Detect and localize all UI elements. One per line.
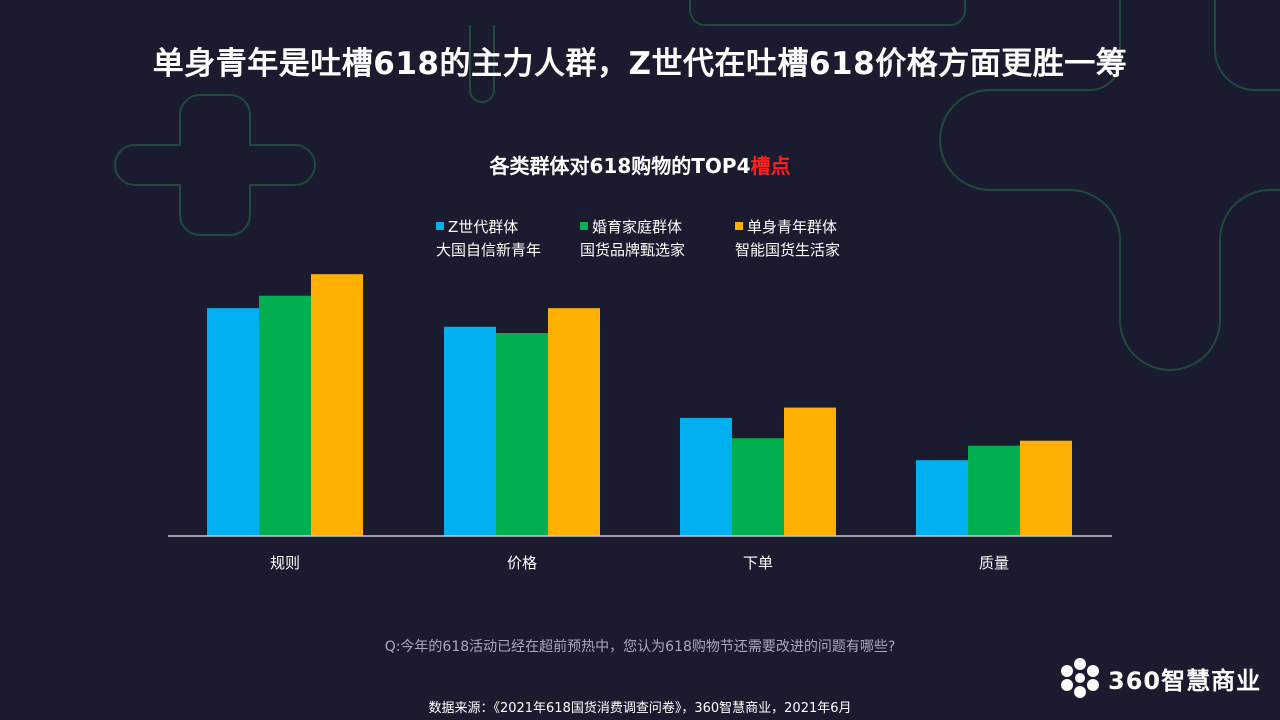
plus-shape-stem — [469, 25, 495, 103]
plus-shape-right — [938, 0, 1280, 371]
x-tick-label: 质量 — [979, 554, 1009, 572]
chart-title-main: 各类群体对618购物的TOP4 — [489, 154, 751, 178]
legend-swatch — [735, 222, 743, 230]
chart-title: 各类群体对618购物的TOP4槽点 — [0, 150, 1280, 179]
legend-item-z-generation: Z世代群体 大国自信新青年 — [436, 216, 541, 262]
bar-3-series-1 — [680, 417, 732, 536]
bar-4-series-2 — [968, 445, 1020, 536]
bar-1-series-1 — [207, 308, 259, 536]
bar-4-series-3 — [1020, 440, 1072, 536]
legend-swatch — [580, 222, 588, 230]
legend-swatch — [436, 222, 444, 230]
bar-2-series-1 — [444, 326, 496, 536]
x-tick-label: 规则 — [270, 554, 300, 572]
legend-sublabel: 智能国货生活家 — [735, 241, 841, 259]
bar-1-series-2 — [259, 295, 311, 536]
bar-3-series-2 — [732, 438, 784, 536]
data-source: 数据来源：《2021年618国货消费调查问卷》，360智慧商业，2021年6月 — [428, 701, 852, 716]
x-tick-label: 下单 — [743, 554, 773, 572]
bar-1-series-3 — [311, 274, 363, 536]
chart-title-accent: 槽点 — [750, 154, 791, 178]
bar-4-series-1 — [916, 460, 968, 536]
legend-sublabel: 国货品牌甄选家 — [580, 241, 686, 259]
headline: 单身青年是吐槽618的主力人群，Z世代在吐槽618价格方面更胜一筹 — [152, 46, 1128, 82]
legend-item-single: 单身青年群体 智能国货生活家 — [735, 216, 840, 262]
x-tick-label: 价格 — [507, 554, 537, 572]
legend-item-family: 婚育家庭群体 国货品牌甄选家 — [580, 216, 685, 262]
plus-shape-left — [114, 94, 316, 236]
legend-sublabel: 大国自信新青年 — [436, 241, 542, 259]
bar-2-series-3 — [548, 308, 600, 536]
plus-shape-top — [689, 0, 966, 26]
bar-3-series-3 — [784, 407, 836, 536]
plus-shape-right-top — [1214, 0, 1280, 91]
brand-logo: 360智慧商业 — [1058, 656, 1261, 700]
survey-question: Q:今年的618活动已经在超前预热中，您认为618购物节还需要改进的问题有哪些? — [384, 639, 896, 655]
legend-label: Z世代群体 — [448, 218, 519, 236]
legend-label: 单身青年群体 — [747, 218, 838, 236]
flower-icon — [1061, 658, 1099, 698]
legend-label: 婚育家庭群体 — [592, 218, 683, 236]
bar-2-series-2 — [496, 333, 548, 536]
logo-text: 360智慧商业 — [1108, 666, 1262, 695]
